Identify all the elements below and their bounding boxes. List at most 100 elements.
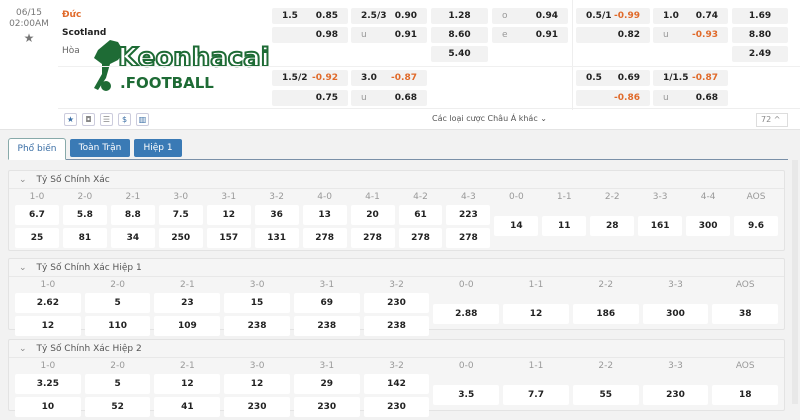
- odds-hdp2-home[interactable]: 1.5/2 -0.92: [272, 70, 348, 86]
- odds-cell[interactable]: 230: [642, 385, 709, 405]
- odds-even[interactable]: e 0.91: [492, 27, 568, 43]
- market-count-toggle[interactable]: 72 ^: [756, 113, 788, 127]
- odds-h1-1x2-away[interactable]: 8.80: [732, 27, 788, 43]
- odds-cell[interactable]: 12: [15, 316, 81, 336]
- odds-cell[interactable]: 9.6: [734, 216, 778, 236]
- favorite-star-icon[interactable]: ★: [23, 31, 35, 45]
- star-icon[interactable]: ★: [64, 113, 77, 126]
- odds-cell[interactable]: 28: [590, 216, 635, 236]
- odds-1x2-home[interactable]: 1.28: [431, 8, 488, 24]
- list-icon[interactable]: ☰: [100, 113, 113, 126]
- odds-h1-ou2-under[interactable]: u 0.68: [653, 90, 728, 106]
- odds-cell[interactable]: 7.7: [503, 385, 569, 405]
- odds-hdp-home[interactable]: 1.5 0.85: [272, 8, 348, 24]
- odds-cell[interactable]: 5: [84, 374, 151, 394]
- odds-cell[interactable]: 250: [158, 228, 203, 248]
- section-header[interactable]: ⌄ Tỷ Số Chính Xác Hiệp 2: [9, 340, 784, 358]
- odds-cell[interactable]: 230: [363, 397, 430, 417]
- odds-cell[interactable]: 52: [84, 397, 151, 417]
- odds-cell[interactable]: 109: [154, 316, 221, 336]
- odds-cell[interactable]: 5.8: [62, 205, 107, 225]
- odds-cell[interactable]: 8.8: [110, 205, 155, 225]
- odds-cell[interactable]: 36: [254, 205, 299, 225]
- tab-first-half[interactable]: Hiệp 1: [134, 139, 182, 157]
- home-team[interactable]: Đức: [62, 10, 82, 20]
- odds-cell[interactable]: 161: [638, 216, 683, 236]
- odds-cell[interactable]: 25: [15, 228, 59, 248]
- odds-ou-over[interactable]: 2.5/3 0.90: [351, 8, 427, 24]
- stats-chart-icon[interactable]: ▥: [136, 113, 149, 126]
- odds-ou2-over[interactable]: 3.0 -0.87: [351, 70, 427, 86]
- odds-cell[interactable]: 29: [293, 374, 360, 394]
- odds-hdp-away[interactable]: 0.98: [272, 27, 348, 43]
- odds-cell[interactable]: 2.88: [433, 304, 500, 324]
- odds-cell[interactable]: 11: [542, 216, 587, 236]
- odds-cell[interactable]: 81: [62, 228, 107, 248]
- odds-cell[interactable]: 55: [572, 385, 639, 405]
- odds-h1-ou-over[interactable]: 1.0 0.74: [653, 8, 728, 24]
- odds-cell[interactable]: 15: [224, 293, 290, 313]
- odds-cell[interactable]: 238: [293, 316, 360, 336]
- odds-cell[interactable]: 12: [206, 205, 251, 225]
- odds-h1-hdp-home[interactable]: 0.5/1 -0.99: [576, 8, 650, 24]
- odds-cell[interactable]: 157: [206, 228, 251, 248]
- odds-cell[interactable]: 230: [293, 397, 360, 417]
- odds-cell[interactable]: 6.7: [15, 205, 59, 225]
- odds-1x2-draw[interactable]: 5.40: [431, 46, 488, 62]
- odds-cell[interactable]: 23: [154, 293, 221, 313]
- odds-cell[interactable]: 131: [254, 228, 299, 248]
- odds-h1-1x2-home[interactable]: 1.69: [732, 8, 788, 24]
- tab-popular[interactable]: Phổ biến: [8, 138, 66, 160]
- odds-h1-ou-under[interactable]: u -0.93: [653, 27, 728, 43]
- odds-h1-ou2-over[interactable]: 1/1.5 -0.87: [653, 70, 728, 86]
- odds-cell[interactable]: 300: [642, 304, 709, 324]
- odds-cell[interactable]: 3.5: [433, 385, 500, 405]
- odds-cell[interactable]: 3.25: [15, 374, 81, 394]
- odds-h1-hdp2-away[interactable]: -0.86: [576, 90, 650, 106]
- odds-cell[interactable]: 38: [712, 304, 779, 324]
- odds-cell[interactable]: 278: [446, 228, 491, 248]
- odds-cell[interactable]: 223: [446, 205, 491, 225]
- odds-cell[interactable]: 278: [350, 228, 395, 248]
- odds-cell[interactable]: 41: [154, 397, 221, 417]
- odds-cell[interactable]: 278: [302, 228, 347, 248]
- odds-h1-hdp2-home[interactable]: 0.5 0.69: [576, 70, 650, 86]
- odds-cell[interactable]: 13: [302, 205, 347, 225]
- shirt-icon[interactable]: ◘: [82, 113, 95, 126]
- more-asian-bets-link[interactable]: Các loại cược Châu Á khác ⌄: [432, 114, 547, 123]
- odds-ou2-under[interactable]: u 0.68: [351, 90, 427, 106]
- odds-1x2-away[interactable]: 8.60: [431, 27, 488, 43]
- odds-cell[interactable]: 12: [224, 374, 290, 394]
- scrollbar[interactable]: [792, 160, 798, 404]
- odds-h1-1x2-draw[interactable]: 2.49: [732, 46, 788, 62]
- odds-cell[interactable]: 278: [398, 228, 443, 248]
- odds-cell[interactable]: 186: [572, 304, 639, 324]
- tab-full-match[interactable]: Toàn Trận: [70, 139, 130, 157]
- away-team[interactable]: Scotland: [62, 28, 107, 38]
- odds-cell[interactable]: 230: [363, 293, 430, 313]
- odds-cell[interactable]: 300: [686, 216, 731, 236]
- odds-cell[interactable]: 34: [110, 228, 155, 248]
- section-header[interactable]: ⌄ Tỷ Số Chính Xác Hiệp 1: [9, 259, 784, 277]
- section-header[interactable]: ⌄ Tỷ Số Chính Xác: [9, 171, 784, 189]
- odds-cell[interactable]: 7.5: [158, 205, 203, 225]
- odds-cell[interactable]: 12: [503, 304, 569, 324]
- odds-h1-hdp-away[interactable]: 0.82: [576, 27, 650, 43]
- odds-cell[interactable]: 238: [224, 316, 290, 336]
- odds-cell[interactable]: 18: [712, 385, 779, 405]
- odds-cell[interactable]: 12: [154, 374, 221, 394]
- dollar-icon[interactable]: $: [118, 113, 131, 126]
- odds-hdp2-away[interactable]: 0.75: [272, 90, 348, 106]
- odds-cell[interactable]: 238: [363, 316, 430, 336]
- odds-cell[interactable]: 61: [398, 205, 443, 225]
- odds-cell[interactable]: 110: [84, 316, 151, 336]
- odds-odd[interactable]: o 0.94: [492, 8, 568, 24]
- odds-cell[interactable]: 69: [293, 293, 360, 313]
- odds-cell[interactable]: 2.62: [15, 293, 81, 313]
- odds-cell[interactable]: 230: [224, 397, 290, 417]
- odds-cell[interactable]: 20: [350, 205, 395, 225]
- odds-cell[interactable]: 142: [363, 374, 430, 394]
- odds-cell[interactable]: 5: [84, 293, 151, 313]
- odds-cell[interactable]: 14: [494, 216, 539, 236]
- odds-cell[interactable]: 10: [15, 397, 81, 417]
